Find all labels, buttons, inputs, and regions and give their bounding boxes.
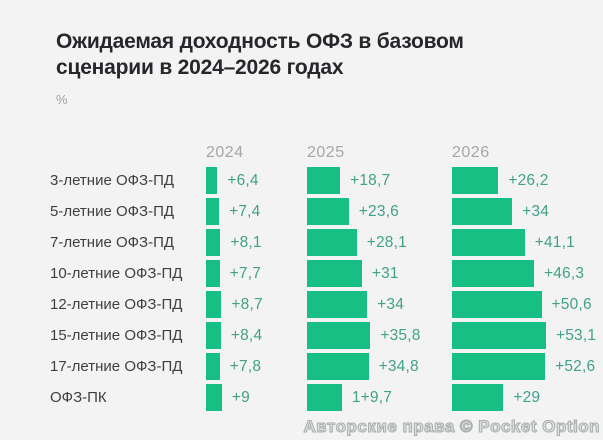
table-row: 10-летние ОФЗ-ПД +7,7 +31 +46,3 — [47, 258, 603, 289]
category-label: 15-летние ОФЗ-ПД — [50, 327, 183, 344]
table-row: 15-летние ОФЗ-ПД +8,4 +35,8 +53,1 — [47, 320, 603, 351]
bar-2025 — [307, 167, 341, 194]
bar-2025 — [307, 353, 369, 380]
table-row: 7-летние ОФЗ-ПД +8,1 +28,1 +41,1 — [47, 227, 603, 258]
table-row: 17-летние ОФЗ-ПД +7,8 +34,8 +52,6 — [47, 351, 603, 382]
bar-2026 — [452, 353, 546, 380]
chart-title-line2: сценарии в 2024–2026 годах — [56, 56, 344, 79]
bar-2024 — [206, 260, 220, 287]
bar-2024 — [206, 167, 218, 194]
category-label: 3-летние ОФЗ-ПД — [50, 172, 175, 189]
category-label: 17-летние ОФЗ-ПД — [50, 358, 183, 375]
table-row: ОФЗ-ПК +9 1+9,7 +29 — [47, 382, 603, 413]
category-label: ОФЗ-ПК — [50, 389, 107, 406]
bar-value-label: +34,8 — [378, 357, 419, 375]
bar-2025 — [307, 198, 349, 225]
bar-2024 — [206, 229, 221, 256]
bar-2025 — [307, 384, 342, 411]
table-row: 3-летние ОФЗ-ПД +6,4 +18,7 +26,2 — [47, 165, 603, 196]
chart-title-line1: Ожидаемая доходность ОФЗ в базовом — [56, 30, 464, 53]
chart-title: Ожидаемая доходность ОФЗ в базовом сценар… — [56, 29, 536, 81]
bar-value-label: +34 — [377, 295, 405, 313]
bar-value-label: +31 — [371, 264, 399, 282]
column-headers: 2024 2025 2026 — [47, 141, 603, 165]
bar-2025 — [307, 291, 368, 318]
bar-value-label: +7,4 — [229, 202, 261, 220]
bar-value-label: +7,7 — [229, 264, 262, 282]
column-header-2025: 2025 — [307, 144, 345, 161]
bar-2024 — [206, 322, 221, 349]
bar-value-label: +23,6 — [358, 202, 399, 220]
bar-2026 — [452, 322, 546, 349]
table-row: 12-летние ОФЗ-ПД +8,7 +34 +50,6 — [47, 289, 603, 320]
bar-2024 — [206, 384, 222, 411]
category-label: 5-летние ОФЗ-ПД — [50, 203, 175, 220]
bar-2025 — [307, 322, 371, 349]
bar-value-label: +8,4 — [230, 326, 263, 344]
bar-2025 — [307, 229, 357, 256]
bar-value-label: +8,1 — [230, 233, 262, 251]
bar-value-label: +26,2 — [508, 171, 549, 189]
bar-2024 — [206, 198, 220, 225]
bar-value-label: +53,1 — [555, 326, 597, 344]
category-label: 10-летние ОФЗ-ПД — [50, 265, 183, 282]
bar-value-label: +18,7 — [350, 171, 391, 189]
bar-2026 — [452, 384, 504, 411]
bar-value-label: +34 — [522, 202, 550, 220]
category-label: 12-летние ОФЗ-ПД — [50, 296, 183, 313]
bar-2025 — [307, 260, 362, 287]
bar-value-label: +7,8 — [229, 357, 262, 375]
bar-value-label: +41,1 — [534, 233, 575, 251]
column-header-2026: 2026 — [452, 144, 490, 161]
bar-value-label: +35,8 — [380, 326, 421, 344]
unit-label: % — [56, 92, 68, 107]
bar-chart: 2024 2025 2026 3-летние ОФЗ-ПД +6,4 +18,… — [47, 141, 603, 413]
bar-2026 — [452, 229, 525, 256]
bar-value-label: +28,1 — [366, 233, 407, 251]
bar-value-label: +52,6 — [555, 357, 596, 375]
bar-value-label: +50,6 — [551, 295, 592, 313]
category-label: 7-летние ОФЗ-ПД — [50, 234, 175, 251]
column-header-2024: 2024 — [206, 144, 244, 161]
bar-value-label: 1+9,7 — [351, 388, 393, 406]
bar-value-label: +6,4 — [227, 171, 259, 189]
bar-2024 — [206, 291, 222, 318]
bar-value-label: +8,7 — [231, 295, 263, 313]
bar-value-label: +29 — [513, 388, 541, 406]
bar-value-label: +46,3 — [543, 264, 585, 282]
watermark: Авторские права © Pocket Option — [303, 417, 600, 437]
bar-2026 — [452, 198, 513, 225]
table-row: 5-летние ОФЗ-ПД +7,4 +23,6 +34 — [47, 196, 603, 227]
bar-2024 — [206, 353, 220, 380]
bar-2026 — [452, 167, 499, 194]
bar-2026 — [452, 291, 542, 318]
bar-2026 — [452, 260, 534, 287]
bar-value-label: +9 — [231, 388, 250, 406]
